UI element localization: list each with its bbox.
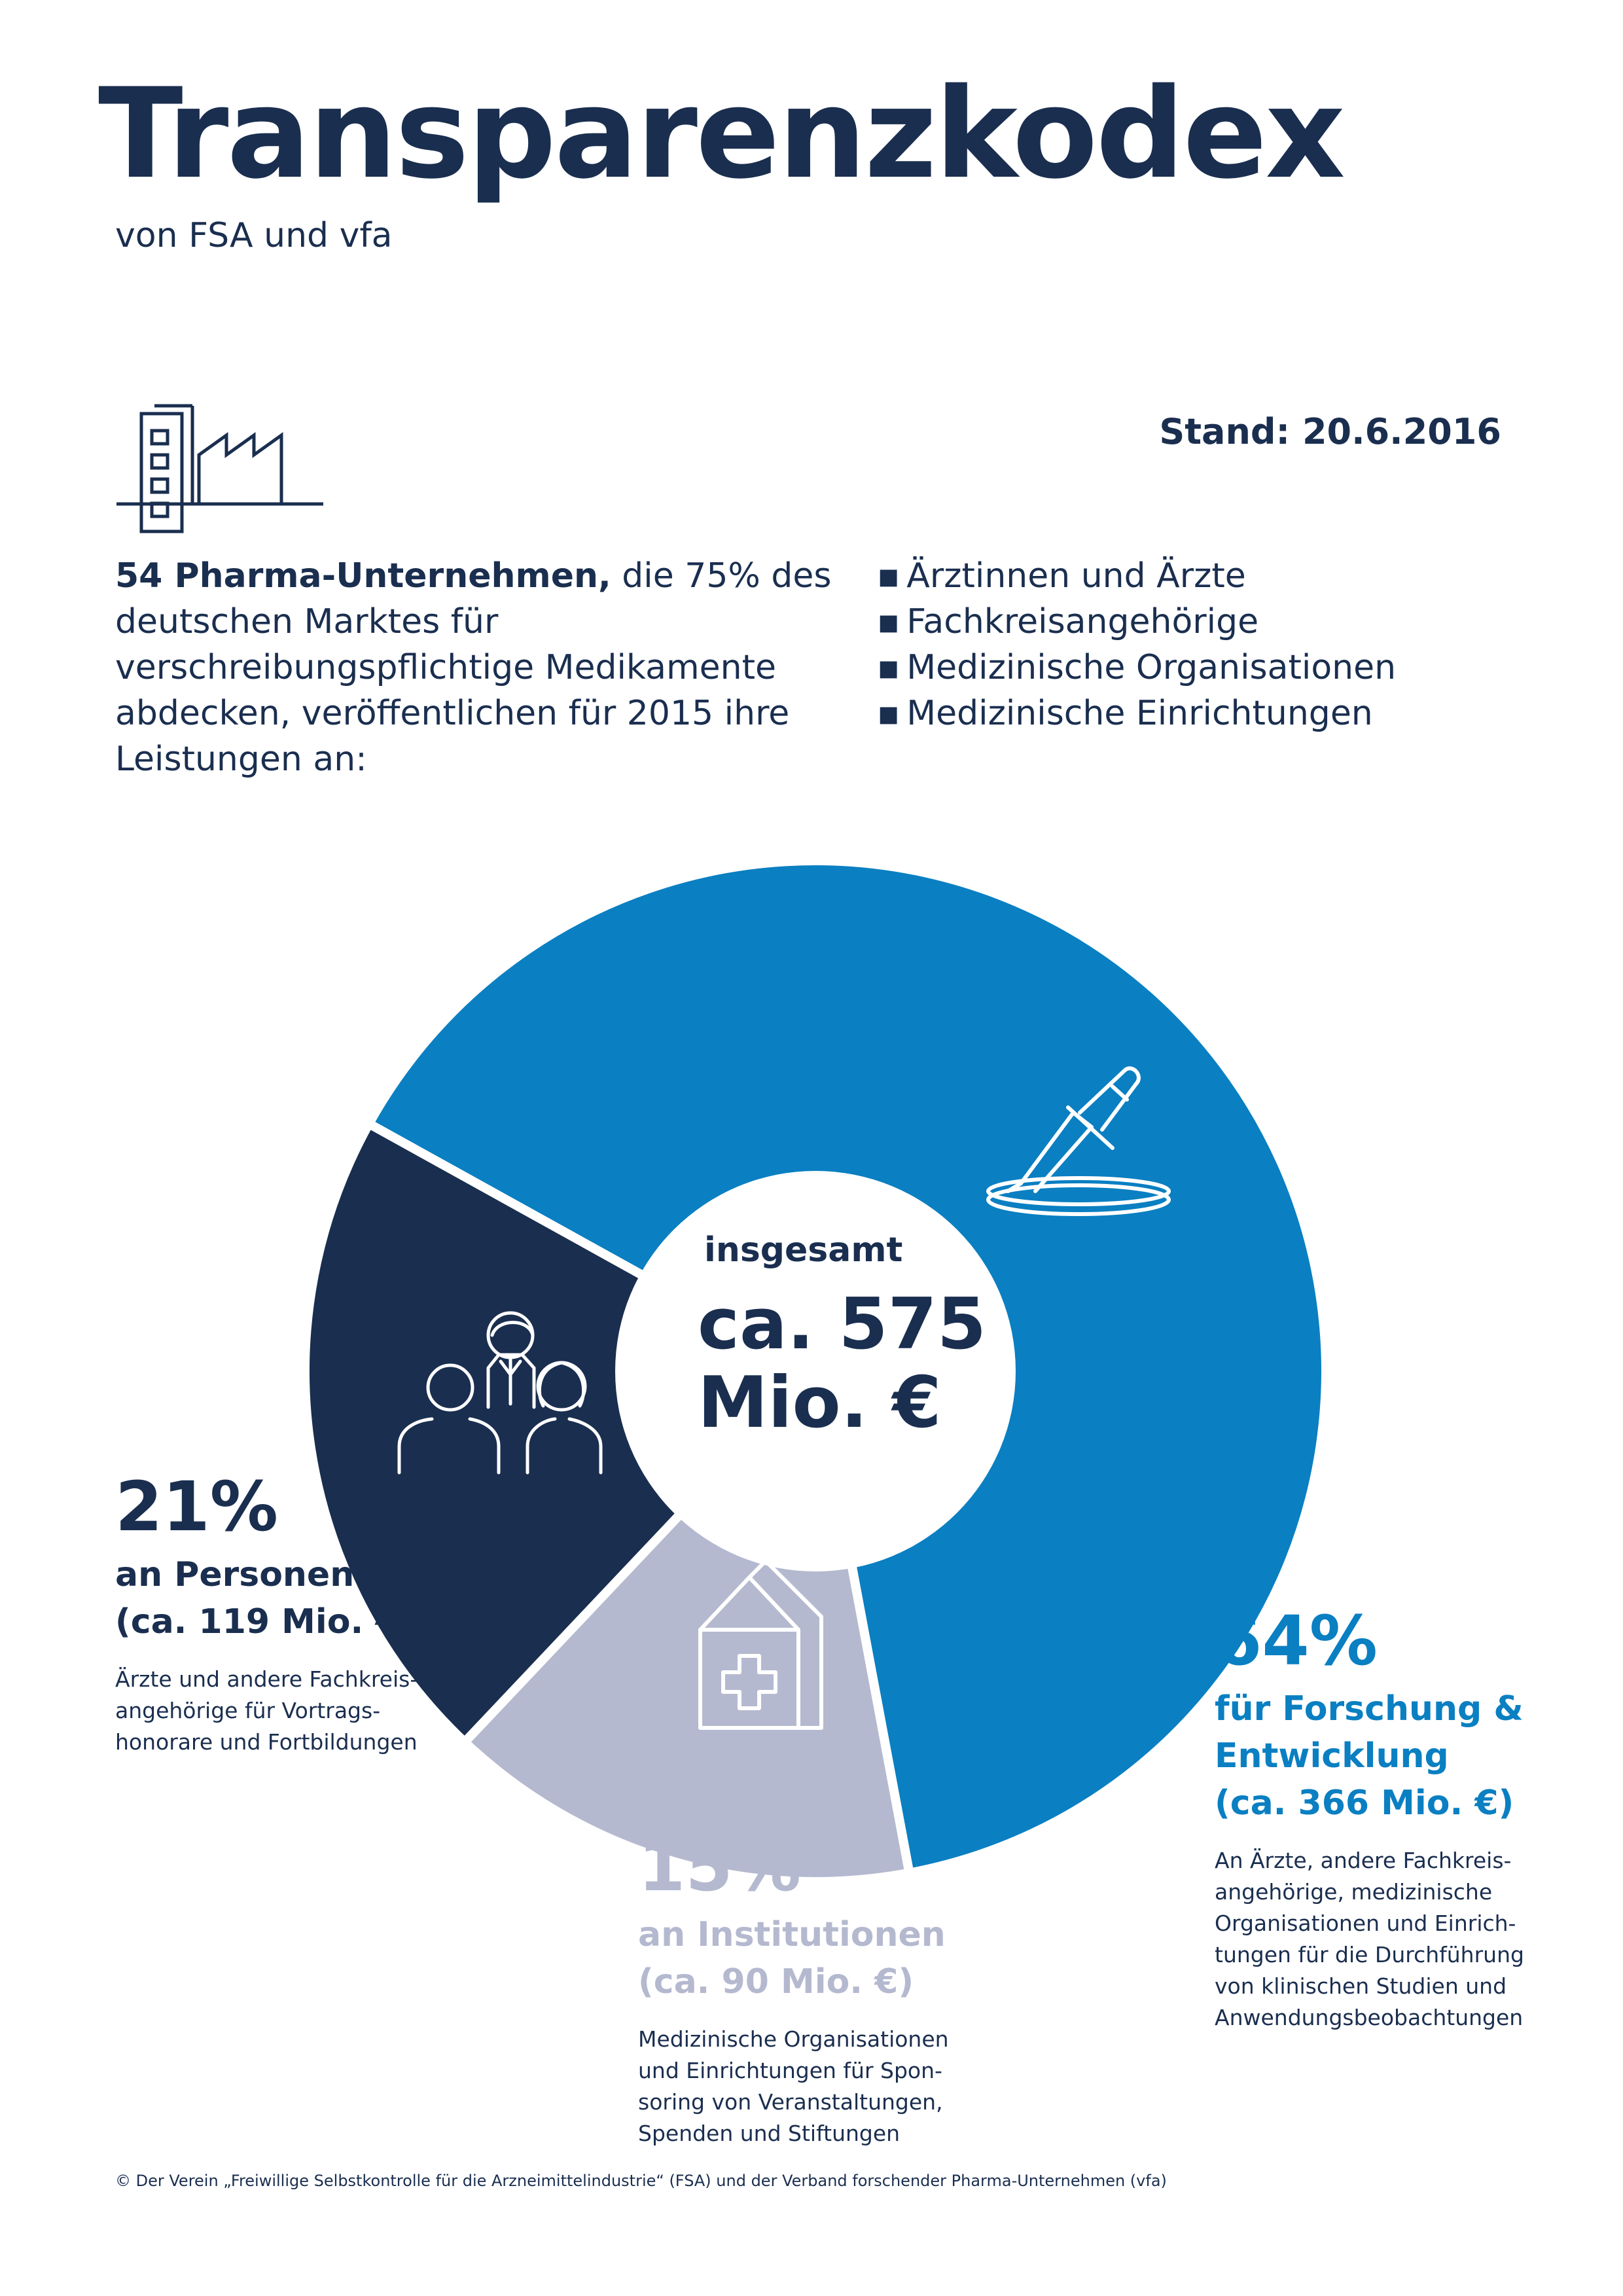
segment-desc-line: angehörige für Vortrags- bbox=[115, 1698, 381, 1723]
segment-desc-line: soring von Veranstaltungen, bbox=[638, 2089, 943, 2115]
intro-text: 54 Pharma-Unternehmen, die 75% des deuts… bbox=[115, 553, 874, 782]
segment-label: für Forschung & bbox=[1215, 1689, 1524, 1729]
recipient-list: Ärztinnen und Ärzte Fachkreisangehörige … bbox=[877, 553, 1396, 736]
segment-desc-line: An Ärzte, andere Fachkreis- bbox=[1215, 1848, 1512, 1873]
segment-desc-line: und Einrichtungen für Spon- bbox=[638, 2058, 942, 2083]
segment-label: an Personen bbox=[115, 1555, 355, 1594]
factory-icon bbox=[116, 404, 323, 533]
hospital-cross-icon bbox=[698, 1559, 823, 1730]
segment-desc-line: honorare und Fortbildungen bbox=[115, 1729, 418, 1755]
segment-percent: 64% bbox=[1215, 1601, 1378, 1681]
segment-desc-line: tungen für die Durchführung bbox=[1215, 1942, 1524, 1967]
segment-percent: 21% bbox=[115, 1467, 278, 1547]
segment-desc-line: angehörige, medizinische bbox=[1215, 1879, 1493, 1905]
segment-personen: 21% an Personen (ca. 119 Mio. €) Ärzte u… bbox=[115, 1473, 534, 1758]
intro-bold: 54 Pharma-Unternehmen, bbox=[115, 556, 611, 596]
segment-desc-line: Medizinische Organisationen bbox=[638, 2026, 949, 2052]
segment-label: an Institutionen bbox=[638, 1915, 946, 1954]
segment-amount: (ca. 119 Mio. €) bbox=[115, 1602, 415, 1641]
date-stamp: Stand: 20.6.2016 bbox=[1159, 411, 1501, 452]
segment-amount: (ca. 366 Mio. €) bbox=[1215, 1784, 1514, 1823]
pipette-petri-dish-icon bbox=[986, 1066, 1171, 1216]
page-subtitle: von FSA und vfa bbox=[115, 216, 393, 255]
segment-desc-line: Organisationen und Einrich- bbox=[1215, 1910, 1516, 1936]
segment-amount: (ca. 90 Mio. €) bbox=[638, 1962, 914, 2001]
segment-percent: 15% bbox=[638, 1827, 801, 1907]
donut-slice-personen bbox=[300, 1117, 823, 1749]
page-title: Transparenzkodex bbox=[98, 62, 1346, 206]
donut-hole bbox=[615, 1171, 1016, 1571]
list-item: Ärztinnen und Ärzte bbox=[877, 553, 1396, 599]
list-item: Medizinische Einrichtungen bbox=[877, 691, 1396, 736]
segment-forschung: 64% für Forschung & Entwicklung (ca. 366… bbox=[1215, 1607, 1529, 2034]
people-group-icon bbox=[397, 1311, 603, 1475]
center-value: ca. 575 bbox=[698, 1283, 986, 1365]
segment-desc-line: Ärzte und andere Fachkreis- bbox=[115, 1666, 418, 1692]
segment-desc-line: Spenden und Stiftungen bbox=[638, 2121, 901, 2146]
center-unit: Mio. € bbox=[698, 1362, 941, 1444]
segment-desc-line: von klinischen Studien und bbox=[1215, 1973, 1507, 1999]
intro-rest: die 75% des deutschen Marktes für versch… bbox=[115, 556, 832, 779]
center-label-total: insgesamt bbox=[704, 1230, 902, 1270]
segment-institutionen: 15% an Institutionen (ca. 90 Mio. €) Med… bbox=[638, 1833, 1005, 2149]
footer-copyright: © Der Verein „Freiwillige Selbstkontroll… bbox=[115, 2172, 1167, 2190]
list-item: Medizinische Organisationen bbox=[877, 645, 1396, 691]
list-item: Fachkreisangehörige bbox=[877, 599, 1396, 645]
segment-desc-line: Anwendungsbeobachtungen bbox=[1215, 2005, 1524, 2030]
segment-label: Entwicklung bbox=[1215, 1736, 1449, 1776]
